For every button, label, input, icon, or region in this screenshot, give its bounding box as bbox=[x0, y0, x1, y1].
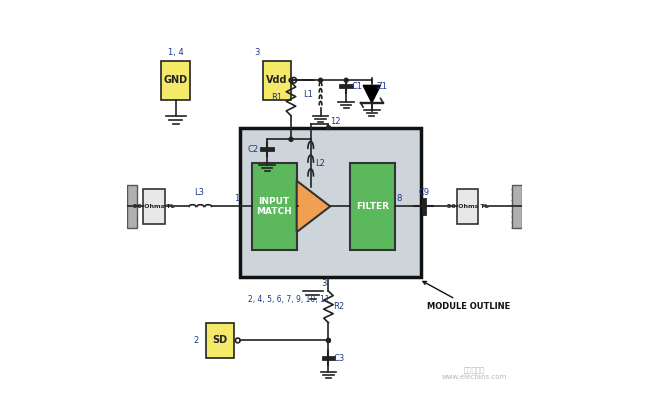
Text: MODULE OUTLINE: MODULE OUTLINE bbox=[423, 281, 510, 311]
FancyBboxPatch shape bbox=[512, 185, 522, 228]
FancyBboxPatch shape bbox=[161, 60, 190, 100]
Text: Z1: Z1 bbox=[377, 82, 388, 91]
Text: INPUT
MATCH: INPUT MATCH bbox=[256, 197, 292, 216]
Text: Vdd: Vdd bbox=[267, 75, 288, 85]
Text: C3: C3 bbox=[333, 354, 345, 363]
Text: 50-Ohms TL: 50-Ohms TL bbox=[133, 204, 175, 209]
Circle shape bbox=[344, 78, 348, 82]
Text: 1, 4: 1, 4 bbox=[168, 48, 184, 57]
Text: FILTER: FILTER bbox=[356, 202, 389, 211]
Circle shape bbox=[326, 125, 330, 129]
FancyBboxPatch shape bbox=[127, 185, 137, 228]
Polygon shape bbox=[297, 181, 330, 232]
Text: 12: 12 bbox=[330, 117, 341, 125]
FancyBboxPatch shape bbox=[206, 323, 234, 358]
Text: SD: SD bbox=[212, 335, 228, 345]
Text: L3: L3 bbox=[194, 187, 204, 197]
FancyBboxPatch shape bbox=[263, 60, 291, 100]
Text: 2: 2 bbox=[193, 336, 199, 345]
Circle shape bbox=[289, 78, 293, 82]
FancyBboxPatch shape bbox=[350, 163, 395, 250]
Text: C1: C1 bbox=[351, 82, 362, 91]
FancyBboxPatch shape bbox=[252, 163, 297, 250]
Text: R1: R1 bbox=[271, 93, 282, 102]
Text: L1: L1 bbox=[304, 90, 313, 98]
Text: 1: 1 bbox=[234, 194, 239, 203]
Text: C9: C9 bbox=[419, 187, 430, 197]
Circle shape bbox=[319, 78, 323, 82]
FancyBboxPatch shape bbox=[143, 189, 165, 224]
Text: C2: C2 bbox=[247, 145, 259, 154]
Text: 3: 3 bbox=[255, 48, 260, 57]
FancyBboxPatch shape bbox=[239, 127, 421, 278]
Text: GND: GND bbox=[164, 75, 188, 85]
Circle shape bbox=[326, 339, 330, 342]
Text: 8: 8 bbox=[397, 194, 402, 203]
Text: L2: L2 bbox=[315, 158, 325, 168]
Circle shape bbox=[289, 137, 293, 141]
Polygon shape bbox=[363, 85, 380, 103]
Text: R2: R2 bbox=[333, 303, 345, 311]
Circle shape bbox=[326, 339, 330, 342]
Text: 50-Ohms TL: 50-Ohms TL bbox=[447, 204, 488, 209]
Text: 2, 4, 5, 6, 7, 9, 10, 11: 2, 4, 5, 6, 7, 9, 10, 11 bbox=[248, 295, 329, 304]
Text: 3: 3 bbox=[321, 279, 326, 288]
Text: 电子发烧友
www.elecfans.com: 电子发烧友 www.elecfans.com bbox=[442, 366, 507, 380]
FancyBboxPatch shape bbox=[456, 189, 478, 224]
